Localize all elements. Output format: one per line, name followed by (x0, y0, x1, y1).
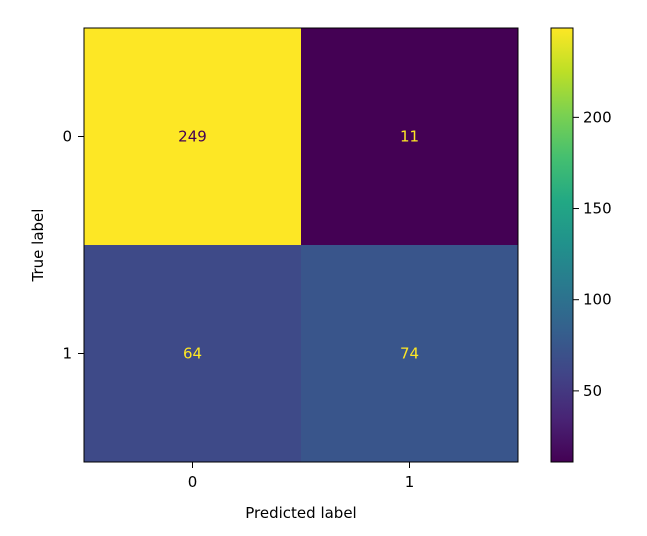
colorbar-tick-label: 150 (583, 200, 612, 218)
y-axis-label: True label (29, 209, 47, 283)
colorbar-tick-label: 50 (583, 382, 602, 400)
colorbar-tick-label: 200 (583, 108, 612, 126)
y-axis-ticks: 01 (62, 128, 84, 363)
y-tick-label: 1 (62, 345, 72, 363)
matrix-frame (83, 27, 519, 463)
y-tick-label: 0 (62, 128, 72, 146)
colorbar-tick-label: 100 (583, 291, 612, 309)
x-axis-label: Predicted label (245, 504, 356, 522)
colorbar-ticks: 50 100 150 200 (573, 108, 612, 400)
heatmap-cell (84, 28, 301, 245)
colorbar (550, 27, 574, 463)
heatmap-cells: 249 11 64 74 (84, 28, 518, 462)
cell-value-label: 74 (400, 345, 419, 363)
x-tick-label: 1 (405, 473, 415, 491)
cell-value-label: 249 (178, 128, 207, 146)
heatmap-cell (301, 28, 518, 245)
cell-value-label: 11 (400, 128, 419, 146)
heatmap-cell (84, 245, 301, 462)
x-tick-label: 0 (188, 473, 198, 491)
heatmap-cell (301, 245, 518, 462)
cell-value-label: 64 (183, 345, 202, 363)
